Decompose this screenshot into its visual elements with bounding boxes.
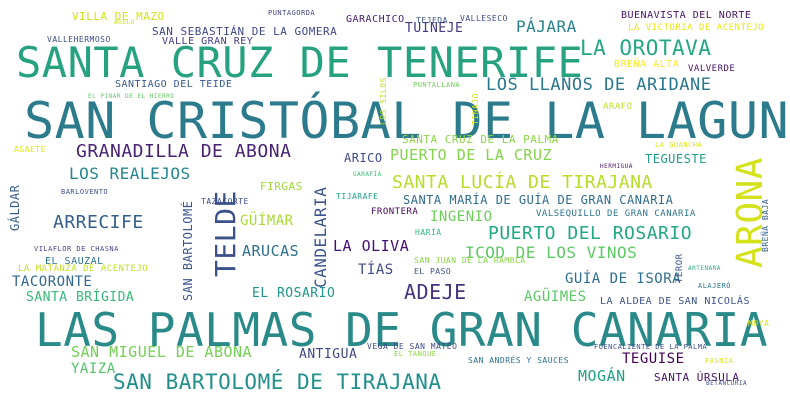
word-tacoronte: TACORONTE bbox=[12, 274, 93, 290]
word-santa-cruz-de-la-palma: SANTA CRUZ DE LA PALMA bbox=[402, 133, 559, 146]
word-teguise: TEGUISE bbox=[622, 351, 685, 367]
word-brena-baja: BREÑA BAJA bbox=[761, 198, 770, 252]
word-los-llanos-de-aridane: LOS LLANOS DE ARIDANE bbox=[486, 75, 712, 95]
word-adeje: ADEJE bbox=[404, 280, 467, 304]
word-puerto-del-rosario: PUERTO DEL ROSARIO bbox=[488, 223, 693, 244]
word-antigua: ANTIGUA bbox=[299, 347, 358, 362]
word-tijarafe: TIJARAFE bbox=[336, 192, 379, 201]
word-pajara: PÁJARA bbox=[516, 17, 577, 36]
word-valle-gran-rey: VALLE GRAN REY bbox=[162, 36, 254, 47]
word-arico: ARICO bbox=[344, 151, 383, 165]
word-fasnia: FASNIA bbox=[705, 357, 734, 365]
word-san-andres-y-sauces: SAN ANDRÉS Y SAUCES bbox=[468, 356, 570, 365]
word-tias: TÍAS bbox=[358, 262, 394, 278]
word-guia-de-isora: GUÍA DE ISORA bbox=[565, 271, 682, 287]
word-tazacorte: TAZACORTE bbox=[201, 197, 249, 206]
word-alajero: ALAJERÓ bbox=[698, 282, 732, 290]
word-guimar: GÜÍMAR bbox=[240, 213, 294, 229]
word-san-bartolome-de-tirajana: SAN BARTOLOMÉ DE TIRAJANA bbox=[113, 370, 442, 394]
word-tejeda: TEJEDA bbox=[416, 16, 448, 25]
word-el-pinar-de-el-hierro: EL PINAR DE EL HIERRO bbox=[88, 93, 175, 100]
word-san-juan-de-la-rambla: SAN JUAN DE LA RAMBLA bbox=[414, 256, 526, 265]
word-galdar: GÁLDAR bbox=[8, 184, 22, 231]
word-mogan: MOGÁN bbox=[578, 367, 626, 385]
word-arrecife: ARRECIFE bbox=[53, 212, 144, 233]
word-vega-de-san-mateo: VEGA DE SAN MATEO bbox=[367, 342, 458, 351]
word-arafo: ARAFO bbox=[603, 102, 633, 112]
word-agaete: AGAETE bbox=[14, 145, 46, 154]
word-la-orotava: LA OROTAVA bbox=[580, 36, 712, 60]
word-yaiza: YAIZA bbox=[71, 361, 116, 377]
word-candelaria: CANDELARIA bbox=[311, 186, 330, 288]
word-san-miguel-de-abona: SAN MIGUEL DE ABONA bbox=[71, 343, 253, 361]
word-garachico: GARACHICO bbox=[346, 14, 405, 25]
word-arucas: ARUCAS bbox=[242, 242, 300, 260]
word-vallehermoso: VALLEHERMOSO bbox=[47, 35, 111, 44]
word-valverde: VALVERDE bbox=[688, 64, 736, 74]
word-puerto-de-la-cruz: PUERTO DE LA CRUZ bbox=[390, 146, 553, 164]
word-la-guancha: LA GUANCHA bbox=[655, 141, 703, 149]
word-puntallana: PUNTALLANA bbox=[413, 81, 461, 89]
word-villa-de-mazo: VILLA DE MAZO bbox=[72, 10, 165, 23]
word-puntagorda: PUNTAGORDA bbox=[268, 9, 316, 17]
word-los-realejos: LOS REALEJOS bbox=[69, 164, 191, 183]
word-san-sebastian-de-la-gomera: SAN SEBASTIÁN DE LA GOMERA bbox=[152, 25, 338, 38]
word-las-palmas-de-gran-canaria: LAS PALMAS DE GRAN CANARIA bbox=[35, 303, 769, 357]
word-barlovento: BARLOVENTO bbox=[61, 188, 109, 196]
word-hermigua: HERMIGUA bbox=[600, 163, 633, 170]
word-moya: MOYA bbox=[748, 319, 770, 328]
word-haria: HARÍA bbox=[415, 228, 442, 237]
word-valleseco: VALLESECO bbox=[460, 14, 508, 23]
word-teror: TEROR bbox=[675, 253, 685, 283]
word-san-bartolome: SAN BARTOLOMÉ bbox=[181, 200, 195, 301]
word-la-victoria-de-acentejo: LA VICTORIA DE ACENTEJO bbox=[628, 23, 765, 33]
word-agulo: AGULO bbox=[114, 19, 135, 26]
word-tinajo: TINAJO bbox=[471, 93, 480, 125]
word-la-aldea-de-san-nicolas: LA ALDEA DE SAN NICOLÁS bbox=[600, 296, 750, 307]
word-fuencaliente: FUENCALIENTE DE LA PALMA bbox=[594, 343, 708, 351]
word-santiago-del-teide: SANTIAGO DEL TEIDE bbox=[115, 79, 233, 90]
word-frontera: FRONTERA bbox=[371, 207, 419, 217]
word-santa-lucia-de-tirajana: SANTA LUCÍA DE TIRAJANA bbox=[392, 172, 653, 193]
word-el-sauzal: EL SAUZAL bbox=[45, 256, 104, 267]
word-el-rosario: EL ROSARIO bbox=[252, 286, 336, 301]
word-tegueste: TEGUESTE bbox=[645, 152, 707, 166]
word-san-cristobal-de-la-laguna: SAN CRISTÓBAL DE LA LAGUNA bbox=[24, 92, 790, 150]
word-santa-maria-de-guia: SANTA MARÍA DE GUÍA DE GRAN CANARIA bbox=[403, 193, 674, 207]
word-garafia: GARAFÍA bbox=[353, 171, 382, 178]
word-betancuria: BETANCURIA bbox=[706, 380, 748, 387]
word-santa-brigida: SANTA BRÍGIDA bbox=[26, 290, 135, 305]
word-el-paso: EL PASO bbox=[414, 267, 452, 276]
word-santa-cruz-de-tenerife: SANTA CRUZ DE TENERIFE bbox=[16, 38, 584, 87]
word-granadilla-de-abona: GRANADILLA DE ABONA bbox=[76, 141, 292, 162]
word-tuineje: TUINEJE bbox=[405, 21, 464, 36]
word-icod-de-los-vinos: ICOD DE LOS VINOS bbox=[465, 243, 638, 262]
word-aguimes: AGÜIMES bbox=[524, 289, 587, 305]
word-artenara: ARTENARA bbox=[688, 265, 721, 272]
word-brena-alta: BREÑA ALTA bbox=[614, 59, 680, 70]
word-valsequillo: VALSEQUILLO DE GRAN CANARIA bbox=[536, 209, 696, 219]
word-la-matanza-de-acentejo: LA MATANZA DE ACENTEJO bbox=[18, 264, 149, 274]
word-santa-ursula: SANTA ÚRSULA bbox=[654, 371, 740, 384]
word-los-silos: LOS SILOS bbox=[379, 77, 388, 125]
word-la-oliva: LA OLIVA bbox=[333, 237, 410, 255]
word-vilaflor-de-chasna: VILAFLOR DE CHASNA bbox=[34, 245, 119, 253]
word-ingenio: INGENIO bbox=[430, 209, 493, 225]
word-el-tanque: EL TANQUE bbox=[394, 350, 437, 358]
word-buenavista-del-norte: BUENAVISTA DEL NORTE bbox=[621, 10, 752, 21]
word-firgas: FIRGAS bbox=[260, 180, 303, 193]
